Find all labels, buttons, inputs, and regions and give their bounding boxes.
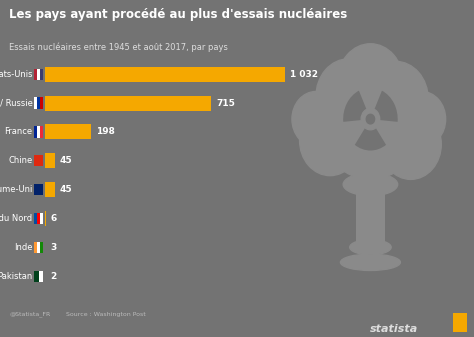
FancyBboxPatch shape bbox=[45, 211, 46, 226]
Text: URSS / Russie: URSS / Russie bbox=[0, 98, 33, 108]
FancyBboxPatch shape bbox=[40, 242, 43, 253]
FancyBboxPatch shape bbox=[356, 182, 384, 247]
Text: Essais nucléaires entre 1945 et août 2017, par pays: Essais nucléaires entre 1945 et août 201… bbox=[9, 42, 228, 52]
Text: 1 032: 1 032 bbox=[290, 70, 318, 79]
FancyBboxPatch shape bbox=[45, 67, 285, 82]
FancyBboxPatch shape bbox=[45, 182, 55, 197]
Circle shape bbox=[318, 59, 423, 179]
FancyBboxPatch shape bbox=[34, 97, 37, 109]
Ellipse shape bbox=[350, 240, 391, 255]
Wedge shape bbox=[374, 91, 398, 122]
FancyBboxPatch shape bbox=[40, 68, 43, 80]
FancyBboxPatch shape bbox=[34, 126, 37, 137]
Circle shape bbox=[337, 44, 403, 119]
Text: Les pays ayant procédé au plus d'essais nucléaires: Les pays ayant procédé au plus d'essais … bbox=[9, 8, 348, 22]
Circle shape bbox=[361, 109, 380, 130]
Text: Chine: Chine bbox=[8, 156, 33, 165]
Text: Source : Washington Post: Source : Washington Post bbox=[66, 312, 146, 317]
Text: 45: 45 bbox=[60, 156, 73, 165]
FancyBboxPatch shape bbox=[37, 97, 40, 109]
FancyBboxPatch shape bbox=[40, 213, 43, 224]
Text: 198: 198 bbox=[96, 127, 115, 136]
FancyBboxPatch shape bbox=[39, 271, 43, 282]
Circle shape bbox=[398, 91, 446, 147]
FancyBboxPatch shape bbox=[34, 271, 39, 282]
FancyBboxPatch shape bbox=[34, 184, 43, 195]
Circle shape bbox=[363, 61, 428, 137]
FancyBboxPatch shape bbox=[37, 213, 40, 224]
Text: France: France bbox=[4, 127, 33, 136]
Text: Corée du Nord: Corée du Nord bbox=[0, 214, 33, 223]
Text: Royaume-Uni: Royaume-Uni bbox=[0, 185, 33, 194]
Text: 6: 6 bbox=[51, 214, 57, 223]
FancyBboxPatch shape bbox=[45, 153, 55, 168]
Circle shape bbox=[366, 114, 374, 124]
FancyBboxPatch shape bbox=[34, 213, 37, 224]
FancyBboxPatch shape bbox=[37, 126, 40, 137]
Text: Inde: Inde bbox=[14, 243, 33, 252]
FancyBboxPatch shape bbox=[40, 126, 43, 137]
FancyBboxPatch shape bbox=[34, 68, 37, 80]
FancyBboxPatch shape bbox=[40, 97, 43, 109]
Text: États-Unis: États-Unis bbox=[0, 70, 33, 79]
FancyBboxPatch shape bbox=[34, 155, 43, 166]
Circle shape bbox=[292, 91, 340, 147]
Text: 715: 715 bbox=[216, 98, 235, 108]
Text: 3: 3 bbox=[50, 243, 56, 252]
Circle shape bbox=[316, 59, 381, 134]
Ellipse shape bbox=[343, 173, 398, 196]
Wedge shape bbox=[355, 128, 386, 151]
Circle shape bbox=[300, 105, 361, 176]
FancyBboxPatch shape bbox=[37, 242, 40, 253]
Text: Pakistan: Pakistan bbox=[0, 272, 33, 281]
FancyBboxPatch shape bbox=[45, 124, 91, 140]
FancyBboxPatch shape bbox=[34, 242, 37, 253]
Text: statista: statista bbox=[370, 324, 418, 334]
Circle shape bbox=[380, 109, 441, 179]
Wedge shape bbox=[343, 91, 366, 122]
Text: 2: 2 bbox=[50, 272, 56, 281]
Circle shape bbox=[342, 86, 399, 152]
Text: @Statista_FR: @Statista_FR bbox=[9, 311, 51, 317]
FancyBboxPatch shape bbox=[37, 68, 40, 80]
Ellipse shape bbox=[340, 254, 401, 271]
Text: 45: 45 bbox=[60, 185, 73, 194]
FancyBboxPatch shape bbox=[45, 95, 211, 111]
